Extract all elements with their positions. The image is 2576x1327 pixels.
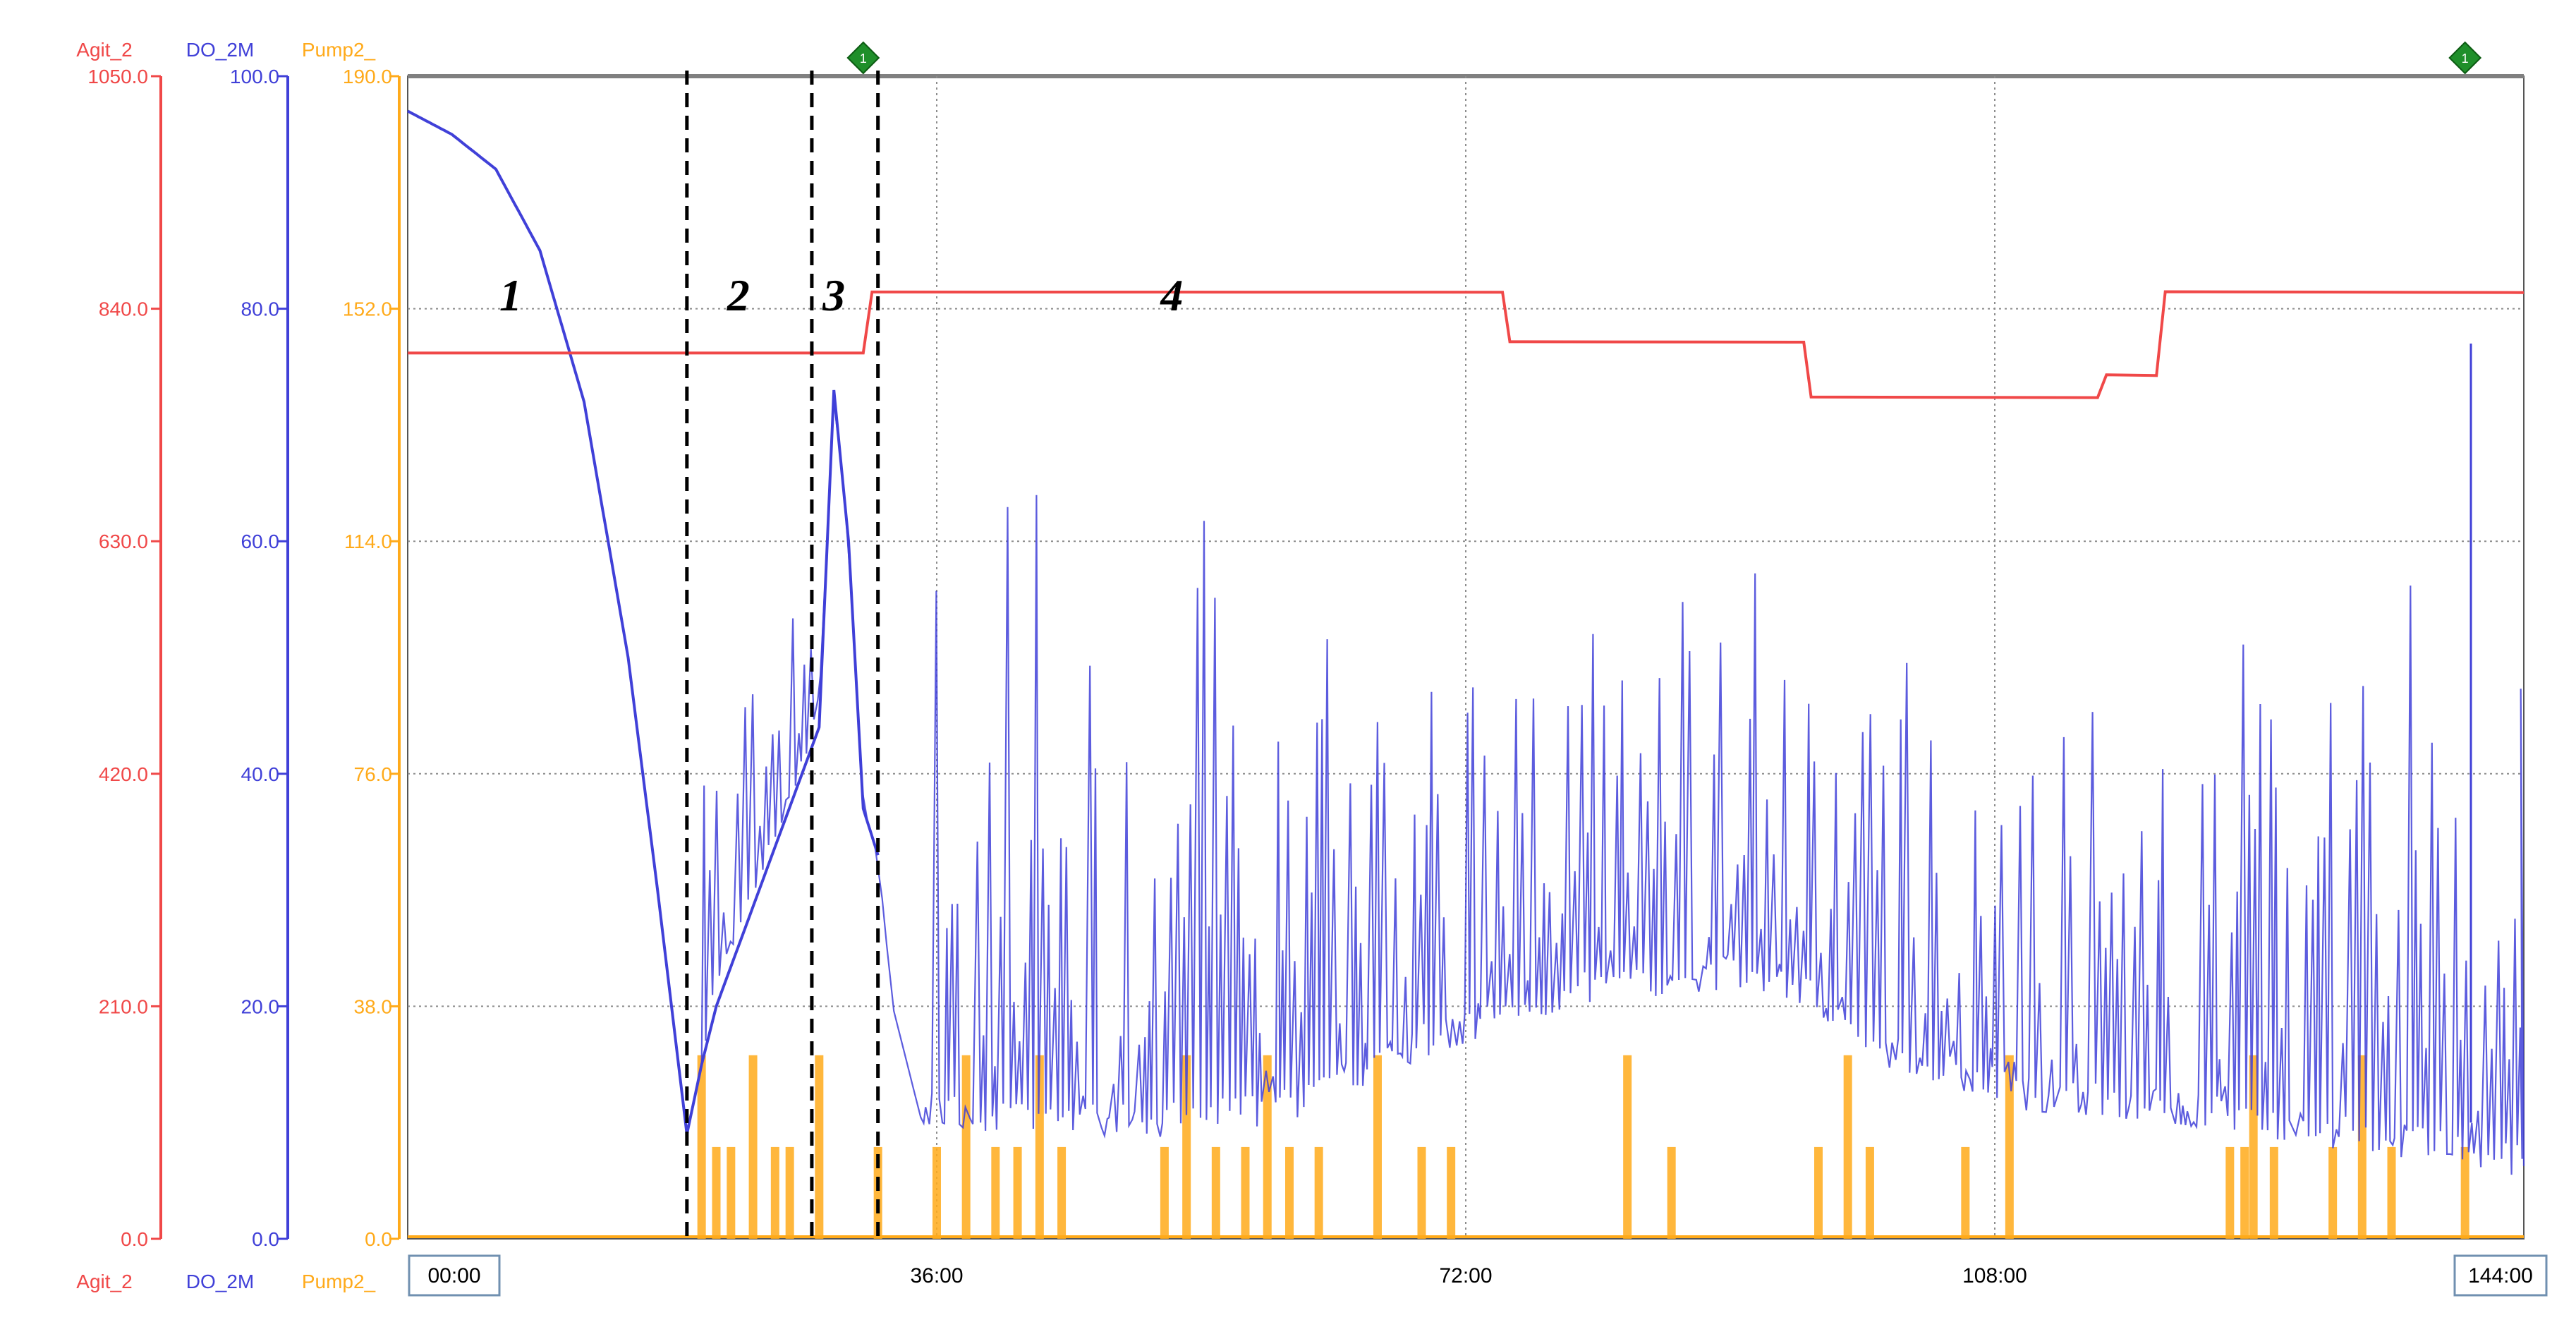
x-end-box — [2453, 1254, 2548, 1297]
pump-pulse — [2269, 1146, 2278, 1239]
pump-pulse — [1865, 1146, 1874, 1239]
pump-pulse — [1623, 1055, 1632, 1239]
y-tick-label-do: 40.0 — [241, 763, 280, 785]
y-tick-label-agit: 210.0 — [99, 995, 148, 1017]
do-line — [407, 109, 880, 1135]
y-tick-label-pump: 0.0 — [365, 1228, 392, 1250]
axis-footer-do: DO_2M — [186, 1271, 254, 1292]
pump-pulse — [770, 1146, 779, 1239]
x-tick-label-4: 144:00 — [2468, 1264, 2533, 1287]
pump-pulse — [1373, 1055, 1382, 1239]
x-tick-label-1: 36:00 — [910, 1264, 963, 1287]
pump-pulse — [727, 1146, 736, 1239]
x-tick-label-3: 108:00 — [1962, 1264, 2027, 1287]
y-tick-label-do: 80.0 — [241, 298, 280, 320]
pump-pulse — [2249, 1055, 2258, 1239]
pump-pulse — [697, 1055, 706, 1239]
x-tick-label-0: 00:00 — [427, 1264, 480, 1287]
y-ticks-agit: 1050.0 840.0 630.0 420.0 210.0 0.0 — [87, 66, 161, 1250]
axis-header-pump: Pump2_ — [302, 39, 376, 61]
y-tick-label-do: 20.0 — [241, 995, 280, 1017]
y-tick-label-do: 100.0 — [230, 66, 279, 87]
pump-pulse — [712, 1146, 721, 1239]
x-start-box — [408, 1254, 501, 1297]
x-tick-label-2: 72:00 — [1439, 1264, 1492, 1287]
phase-boundaries — [685, 71, 880, 1239]
series-do-2m — [407, 109, 2525, 1175]
x-axis: 00:00 36:00 72:00 108:00 144:00 — [408, 1254, 2548, 1297]
pump-pulse — [873, 1146, 882, 1239]
event-marker-label: 1 — [860, 51, 867, 66]
pump-pulse — [2328, 1146, 2338, 1239]
y-tick-label-agit: 0.0 — [121, 1228, 148, 1250]
pump-pulse — [1263, 1055, 1272, 1239]
event-marker — [2448, 41, 2482, 75]
agit-line — [408, 290, 2525, 399]
phase-label: 4 — [1160, 270, 1183, 320]
y-tick-label-pump: 190.0 — [343, 66, 392, 87]
pump-pulse — [2387, 1146, 2396, 1239]
pump-pulse — [2005, 1055, 2014, 1239]
y-tick-label-agit: 420.0 — [99, 763, 148, 785]
pump-pulse — [1814, 1146, 1823, 1239]
pump-pulse — [748, 1055, 758, 1239]
pump-pulse — [1013, 1146, 1022, 1239]
y-ticks-pump: 190.0 152.0 114.0 76.0 38.0 0.0 — [343, 66, 399, 1250]
event-marker — [846, 41, 880, 75]
y-tick-label-pump: 76.0 — [354, 763, 393, 785]
do-oscillation — [700, 398, 2525, 1175]
y-tick-label-do: 0.0 — [252, 1228, 279, 1250]
pump-pulse — [1241, 1146, 1250, 1239]
pump-pulse — [1182, 1055, 1191, 1239]
pump-pulse — [2225, 1146, 2235, 1239]
pump-pulse — [1417, 1146, 1426, 1239]
pump-pulse — [815, 1055, 824, 1239]
axis-footer-pump: Pump2_ — [302, 1271, 376, 1292]
pump-pulse — [1667, 1146, 1676, 1239]
y-tick-label-do: 60.0 — [241, 531, 280, 552]
phase-labels: 1 2 3 4 — [499, 270, 1184, 320]
y-tick-label-agit: 630.0 — [99, 531, 148, 552]
pump-pulse — [1314, 1146, 1323, 1239]
pump-pulse — [1961, 1146, 1970, 1239]
axis-footer-agit: Agit_2 — [76, 1271, 132, 1292]
y-tick-label-agit: 840.0 — [99, 298, 148, 320]
y-tick-label-pump: 114.0 — [344, 531, 392, 552]
axis-header-agit: Agit_2 — [76, 39, 132, 61]
pump-pulse — [932, 1146, 941, 1239]
event-marker-label: 1 — [2462, 51, 2469, 66]
phase-label: 1 — [499, 270, 522, 320]
pump-pulse — [1447, 1146, 1456, 1239]
phase-label: 3 — [822, 270, 845, 320]
series-pump2 — [408, 1055, 2524, 1239]
y-ticks-do: 100.0 80.0 60.0 40.0 20.0 0.0 — [230, 66, 288, 1250]
pump-pulse — [1211, 1146, 1220, 1239]
pump-pulse — [1057, 1146, 1067, 1239]
pump-pulse — [2240, 1146, 2249, 1239]
y-tick-label-pump: 38.0 — [354, 995, 393, 1017]
axis-header-do: DO_2M — [186, 39, 254, 61]
pump-pulse — [1160, 1146, 1169, 1239]
pump-pulse — [961, 1055, 971, 1239]
y-tick-label-pump: 152.0 — [343, 298, 392, 320]
pump-pulse — [991, 1146, 1000, 1239]
y-tick-label-agit: 1050.0 — [87, 66, 148, 87]
pump-pulse — [1285, 1146, 1294, 1239]
pump-pulse — [1843, 1055, 1852, 1239]
pump-pulse — [785, 1146, 794, 1239]
pump-pulse — [2460, 1146, 2469, 1239]
pump-pulse — [1035, 1055, 1044, 1239]
phase-label: 2 — [727, 270, 750, 320]
series-agit-2 — [408, 290, 2525, 399]
